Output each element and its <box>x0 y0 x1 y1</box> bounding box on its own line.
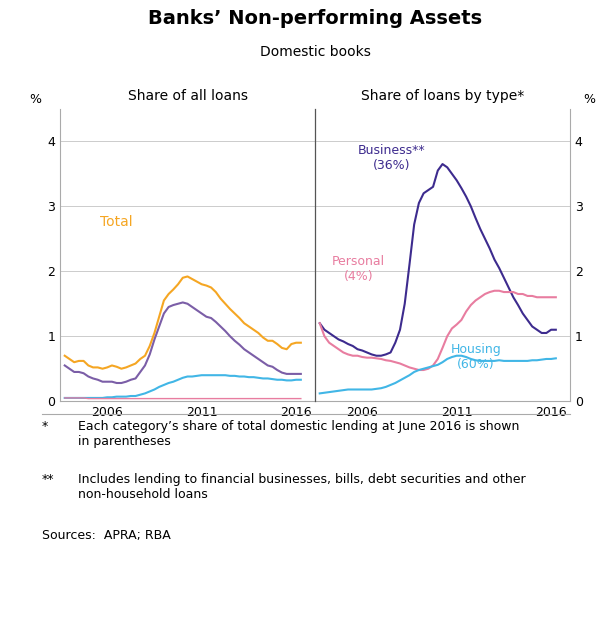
Text: Total: Total <box>100 215 133 229</box>
Text: Banks’ Non-performing Assets: Banks’ Non-performing Assets <box>148 9 482 28</box>
Text: Includes lending to financial businesses, bills, debt securities and other
non-h: Includes lending to financial businesses… <box>78 473 526 501</box>
Text: Business**
(36%): Business** (36%) <box>358 144 425 172</box>
Text: %: % <box>583 93 595 106</box>
Text: *: * <box>42 420 48 433</box>
Text: Sources:  APRA; RBA: Sources: APRA; RBA <box>42 529 171 542</box>
Text: Each category’s share of total domestic lending at June 2016 is shown
in parenth: Each category’s share of total domestic … <box>78 420 520 448</box>
Text: Domestic books: Domestic books <box>260 45 370 59</box>
Text: Personal
(4%): Personal (4%) <box>332 255 385 283</box>
Text: %: % <box>29 93 41 106</box>
Text: Housing
(60%): Housing (60%) <box>450 343 501 371</box>
Text: **: ** <box>42 473 55 486</box>
Text: Share of all loans: Share of all loans <box>128 89 248 103</box>
Text: Share of loans by type*: Share of loans by type* <box>361 89 524 103</box>
